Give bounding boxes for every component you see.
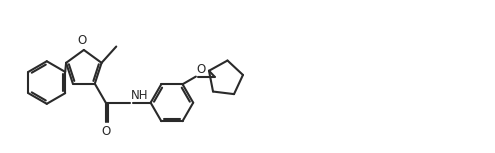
Text: O: O [101,125,110,138]
Text: NH: NH [131,89,148,102]
Text: O: O [197,63,205,76]
Text: O: O [77,34,86,47]
